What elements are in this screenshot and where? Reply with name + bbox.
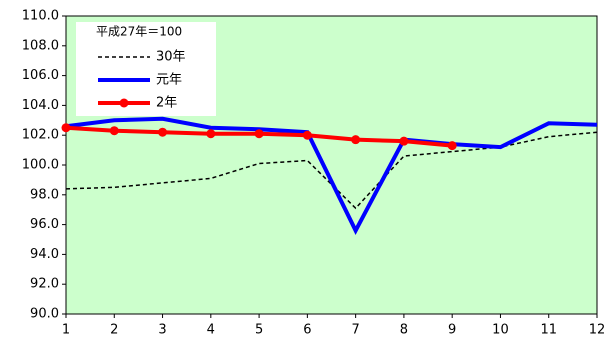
y-tick-label: 92.0 (30, 277, 59, 292)
y-tick-label: 96.0 (30, 217, 59, 232)
series-marker (302, 130, 312, 140)
series-marker (61, 123, 71, 133)
x-tick-label: 2 (110, 323, 118, 338)
series-marker (399, 136, 409, 146)
legend-label: 2年 (156, 96, 177, 111)
legend-label: 30年 (156, 50, 186, 65)
series-marker (254, 129, 264, 139)
legend-marker (119, 98, 129, 108)
x-tick-label: 6 (303, 323, 311, 338)
y-tick-label: 110.0 (22, 9, 59, 24)
series-marker (206, 129, 216, 139)
x-tick-label: 9 (448, 323, 456, 338)
y-tick-label: 106.0 (22, 68, 59, 83)
y-tick-label: 94.0 (30, 247, 59, 262)
x-tick-label: 11 (540, 323, 557, 338)
legend-label: 元年 (156, 73, 182, 88)
y-tick-label: 102.0 (22, 128, 59, 143)
annotation: 平成27年＝100 (96, 25, 182, 39)
x-tick-label: 5 (255, 323, 263, 338)
series-marker (109, 126, 119, 136)
x-tick-label: 1 (62, 323, 70, 338)
series-marker (158, 127, 168, 137)
series-marker (447, 141, 457, 151)
series-marker (351, 135, 361, 145)
x-tick-label: 10 (492, 323, 509, 338)
legend (76, 22, 216, 116)
x-tick-label: 12 (589, 323, 606, 338)
y-tick-label: 98.0 (30, 187, 59, 202)
y-tick-label: 90.0 (30, 307, 59, 322)
y-tick-label: 108.0 (22, 38, 59, 53)
x-tick-label: 3 (158, 323, 166, 338)
y-tick-label: 100.0 (22, 158, 59, 173)
x-tick-label: 7 (351, 323, 359, 338)
x-tick-label: 8 (400, 323, 408, 338)
series-line (65, 116, 598, 235)
y-tick-label: 104.0 (22, 98, 59, 113)
x-tick-label: 4 (207, 323, 215, 338)
